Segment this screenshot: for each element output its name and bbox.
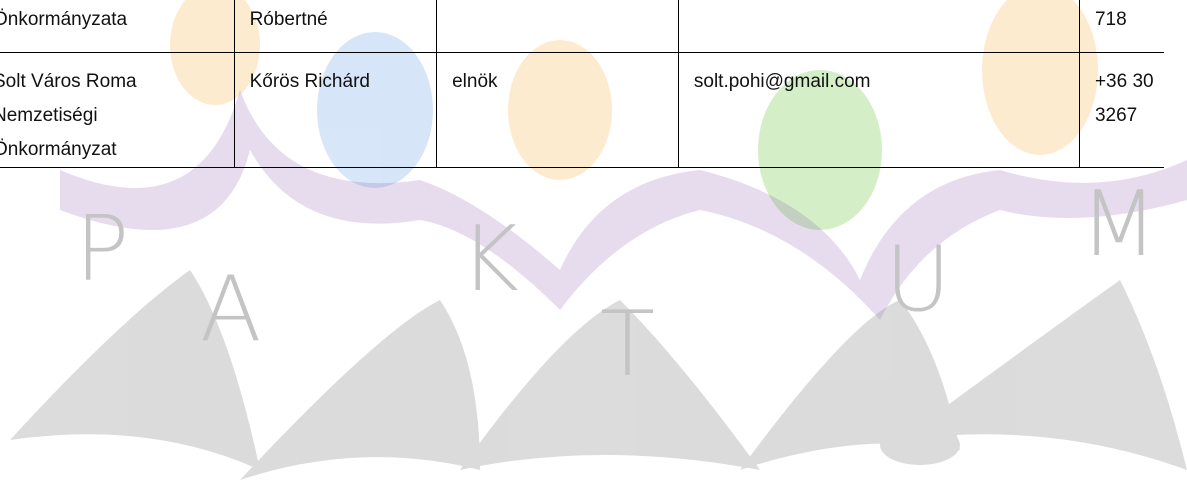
- table-cell: +36 30 3267: [1078, 52, 1164, 168]
- table-cell: elnök: [436, 52, 679, 168]
- table-cell: 718: [1078, 0, 1164, 53]
- logo-arms: [60, 90, 1187, 320]
- table-cell: Önkormányzata: [0, 0, 235, 53]
- table-cell: Kőrös Richárd: [233, 52, 438, 168]
- table-cell: Róbertné: [233, 0, 438, 53]
- table-cell: [677, 0, 1080, 53]
- table-row: Önkormányzata Róbertné 718: [0, 0, 1164, 53]
- table-cell: Solt Város Roma Nemzetiségi Önkormányzat: [0, 52, 235, 168]
- logo-figures: [10, 270, 1187, 480]
- watermark-letter: T: [600, 292, 655, 397]
- contact-table: Önkormányzata Róbertné 718 Solt Város Roma …: [0, 0, 1164, 168]
- watermark-letter: M: [1080, 172, 1158, 277]
- watermark-letter: K: [460, 207, 519, 312]
- watermark-letter: U: [885, 227, 951, 332]
- watermark-letter: P: [75, 197, 129, 302]
- table-cell: [436, 0, 679, 53]
- watermark-letter: A: [200, 257, 262, 362]
- table-row: Solt Város Roma Nemzetiségi Önkormányzat…: [0, 52, 1164, 168]
- table-cell: solt.pohi@gmail.com: [677, 52, 1080, 168]
